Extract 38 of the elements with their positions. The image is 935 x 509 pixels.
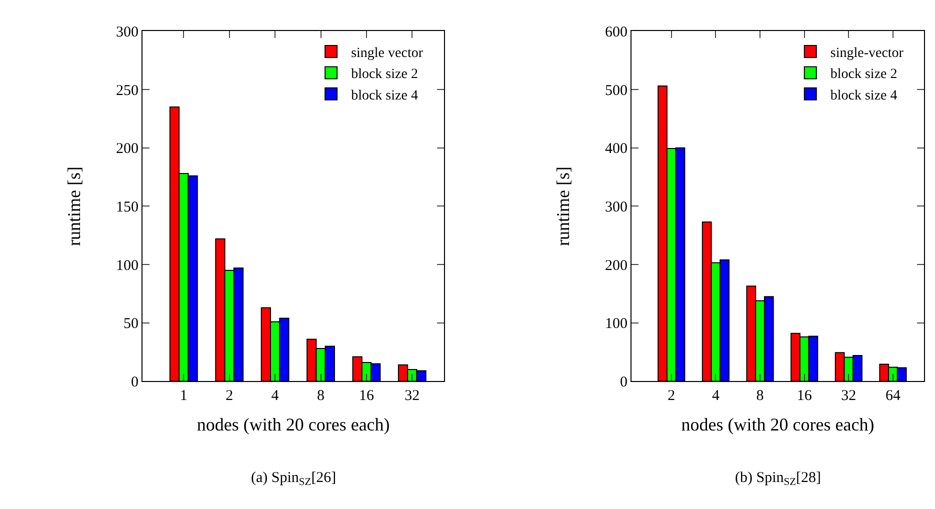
y-tick-label: 0 xyxy=(620,374,628,390)
x-tick-label: 8 xyxy=(317,388,325,404)
y-tick-label: 0 xyxy=(131,374,139,390)
text: (b) Spin$_{SZ}$[28] xyxy=(735,470,822,488)
y-axis-title: runtime [s] xyxy=(553,166,574,246)
y-tick-label: 400 xyxy=(605,141,628,158)
y-tick-label: 50 xyxy=(124,316,139,332)
legend-label: single-vector xyxy=(830,46,904,61)
x-tick-label: 32 xyxy=(404,388,420,404)
x-tick-label: 4 xyxy=(271,388,280,404)
y-tick-label: 300 xyxy=(605,199,628,216)
x-tick-label: 8 xyxy=(756,388,764,404)
legend-label: block size 2 xyxy=(830,67,898,82)
x-axis-title: nodes (with 20 cores each) xyxy=(196,414,390,434)
x-tick-label: 1 xyxy=(180,388,188,404)
legend-label: block size 4 xyxy=(351,88,418,104)
x-tick-label: 2 xyxy=(668,388,676,404)
x-axis-title: nodes (with 20 cores each) xyxy=(681,414,874,434)
y-tick-label: 600 xyxy=(605,24,628,40)
x-tick-label: 4 xyxy=(712,388,720,404)
x-tick-label: 16 xyxy=(796,388,812,404)
x-tick-label: 32 xyxy=(841,388,856,404)
legend-label: block size 4 xyxy=(830,88,898,104)
legend-label: block size 2 xyxy=(351,67,418,82)
y-tick-label: 200 xyxy=(116,141,139,158)
legend-label: single vector xyxy=(351,46,424,61)
y-tick-label: 100 xyxy=(116,258,139,274)
y-tick-label: 500 xyxy=(605,82,628,99)
x-tick-label: 16 xyxy=(358,388,374,404)
y-tick-label: 100 xyxy=(605,316,628,332)
y-tick-label: 250 xyxy=(116,82,139,99)
y-tick-label: 200 xyxy=(605,258,628,274)
y-tick-label: 150 xyxy=(116,199,139,216)
y-axis-title: runtime [s] xyxy=(64,166,84,246)
y-tick-label: 300 xyxy=(116,24,139,40)
x-tick-label: 2 xyxy=(226,388,234,404)
text: (a) Spin$_{SZ}$[26] xyxy=(251,470,336,488)
x-tick-label: 64 xyxy=(885,388,901,404)
